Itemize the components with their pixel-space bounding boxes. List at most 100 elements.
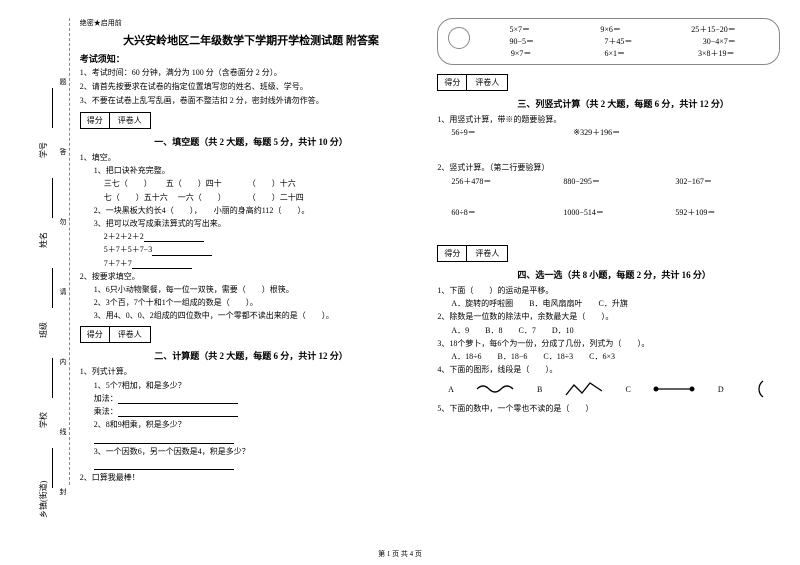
label: 加法： — [94, 394, 118, 403]
section-1-title: 一、填空题（共 2 大题，每题 5 分，共计 10 分） — [80, 135, 423, 148]
cell: 256＋478＝ — [451, 176, 561, 187]
spacer — [437, 189, 780, 207]
section-2-title: 二、计算题（共 2 大题，每题 6 分，共计 12 分） — [80, 349, 423, 362]
blank-line — [118, 395, 238, 404]
cell: （ ）二十四 — [248, 193, 304, 202]
cell: 五（ ）四十 — [166, 179, 222, 188]
calc-q1-2: 2、8和9相乘，积是多少？ — [80, 419, 423, 430]
binding-line — [52, 178, 53, 218]
seal-char: 请 — [58, 288, 68, 295]
field-xuexiao: 学校 — [38, 412, 49, 428]
binding-line — [52, 358, 53, 398]
q2: 2、按要求填空。 — [80, 271, 423, 282]
opt-d-label: D — [718, 385, 724, 394]
row: 56÷9＝ ※329＋196＝ — [437, 127, 780, 138]
calc-q1-1: 1、5个7相加，和是多少？ — [80, 380, 423, 391]
expr-text: 2＋2＋2＋2 — [104, 232, 144, 241]
cell: ※329＋196＝ — [573, 128, 620, 137]
score-defen: 得分 — [438, 246, 467, 261]
row: 三七（ ） 五（ ）四十 （ ）十六 — [80, 178, 423, 189]
seal-char: 线 — [58, 428, 68, 435]
binding-line — [52, 448, 53, 488]
calc-cloud: 5×7＝ 9×6＝ 25＋15−20＝ 90−5＝ 7＋45＝ 30−4×7＝ … — [437, 18, 780, 65]
q2-3: 3、用4、0、0、2组成的四位数中，一个零都不读出来的是（ ）。 — [80, 310, 423, 321]
c-q3o: A．18÷6 B．18−6 C．18÷3 C．6×3 — [437, 351, 780, 362]
calc-q1: 1、列式计算。 — [80, 366, 423, 377]
score-defen: 得分 — [81, 113, 110, 128]
seal-char: 题 — [58, 78, 68, 85]
cell: 3×8＋19＝ — [698, 48, 735, 59]
q1-2: 2、一块黑板大约长4（ ）， 小丽的身高约112（ ）。 — [80, 205, 423, 216]
cell: 一六（ ） — [178, 193, 222, 202]
left-column: 绝密★启用前 大兴安岭地区二年级数学下学期开学检测试题 附答案 考试须知： 1、… — [80, 18, 423, 485]
exam-title: 大兴安岭地区二年级数学下学期开学检测试题 附答案 — [80, 32, 423, 48]
blank-line — [118, 408, 238, 417]
score-defen: 得分 — [81, 327, 110, 342]
field-xiangzhen: 乡镇(街道) — [38, 481, 49, 518]
c-q1o: A．旋转的呼啦圈 B．电风扇扇叶 C．升旗 — [437, 298, 780, 309]
cell: 七（ ）五十六 — [104, 193, 168, 202]
wave-shape-icon — [475, 381, 515, 397]
c-q4: 4、下面的图形，线段是（ ）。 — [437, 364, 780, 375]
row: 加法： — [80, 393, 423, 404]
calc-q1-3: 3、一个因数6，另一个因数是4，积是多少？ — [80, 446, 423, 457]
vert-q2: 2、竖式计算。（第二行要验算） — [437, 162, 780, 173]
c-q1: 1、下面（ ）的运动是平移。 — [437, 285, 780, 296]
segment-shape-icon — [652, 381, 696, 397]
cell: 5×7＝ — [510, 24, 531, 35]
shape-options: A B C D — [437, 379, 780, 399]
section-4-title: 四、选一选（共 8 小题，每题 2 分，共计 16 分） — [437, 268, 780, 281]
score-box: 得分 评卷人 — [80, 112, 151, 129]
expr-text: 7＋7＋7 — [104, 259, 132, 268]
q2-1: 1、6只小动物聚餐，每一位一双筷，需要（ ）根筷。 — [80, 284, 423, 295]
row: 256＋478＝ 880−295＝ 302−167＝ — [437, 176, 780, 187]
expr-text: 5＋7＋5＋7−3 — [104, 245, 153, 254]
seal-char: 答 — [58, 148, 68, 155]
binding-line — [52, 268, 53, 308]
cell: 90−5＝ — [510, 36, 535, 47]
page-content: 乡镇(街道) 学校 班级 姓名 学号 题 答 勿 请 内 线 封 绝密★启用前 … — [0, 0, 800, 495]
notice-head: 考试须知： — [80, 52, 423, 65]
blank-line — [94, 461, 234, 470]
cell: 7＋45＝ — [604, 36, 632, 47]
calc-q2: 2、口算我最棒！ — [80, 472, 423, 483]
row: 乘法： — [80, 406, 423, 417]
expr: 7＋7＋7 — [80, 258, 423, 269]
row: 七（ ）五十六 一六（ ） （ ）二十四 — [80, 192, 423, 203]
zigzag-shape-icon — [564, 381, 604, 397]
field-xingming: 姓名 — [38, 232, 49, 248]
cell: 60÷8＝ — [451, 207, 561, 218]
blank-line — [144, 233, 204, 242]
arc-shape-icon — [745, 379, 769, 399]
seal-char: 勿 — [58, 218, 68, 225]
right-column: 5×7＝ 9×6＝ 25＋15−20＝ 90−5＝ 7＋45＝ 30−4×7＝ … — [437, 18, 780, 485]
c-q2: 2、除数是一位数的除法中，余数最大是（ ）。 — [437, 311, 780, 322]
c-q5: 5、下面的数中，一个零也不读的是（ ） — [437, 403, 780, 414]
binding-line — [52, 88, 53, 128]
opt-b-label: B — [537, 385, 542, 394]
score-box: 得分 评卷人 — [437, 245, 508, 262]
q1: 1、填空。 — [80, 152, 423, 163]
score-pingjuan: 评卷人 — [467, 75, 507, 90]
cell: 25＋15−20＝ — [691, 24, 736, 35]
cell: 30−4×7＝ — [703, 36, 736, 47]
cell: 302−167＝ — [675, 177, 712, 186]
row: 60÷8＝ 1000−514＝ 592＋109＝ — [437, 207, 780, 218]
cell: 9×7＝ — [511, 48, 532, 59]
binding-column: 乡镇(街道) 学校 班级 姓名 学号 题 答 勿 请 内 线 封 — [30, 18, 70, 485]
opt-a-label: A — [448, 385, 454, 394]
notice-3: 3、不要在试卷上乱写乱画，卷面不整洁扣 2 分，密封线外请勿作答。 — [80, 95, 423, 106]
spacer — [437, 140, 780, 162]
c-q2o: A．9 B．8 C．7 D．10 — [437, 325, 780, 336]
notice-2: 2、请首先按要求在试卷的指定位置填写您的姓名、班级、学号。 — [80, 81, 423, 92]
notice-1: 1、考试时间：60 分钟，满分为 100 分（含卷面分 2 分）。 — [80, 67, 423, 78]
score-defen: 得分 — [438, 75, 467, 90]
page-footer: 第 1 页 共 4 页 — [0, 549, 800, 559]
expr: 5＋7＋5＋7−3 — [80, 244, 423, 255]
cell: 6×1＝ — [604, 48, 625, 59]
score-pingjuan: 评卷人 — [110, 113, 150, 128]
score-pingjuan: 评卷人 — [467, 246, 507, 261]
cell: 880−295＝ — [563, 176, 673, 187]
secret-label: 绝密★启用前 — [80, 18, 423, 28]
score-pingjuan: 评卷人 — [110, 327, 150, 342]
